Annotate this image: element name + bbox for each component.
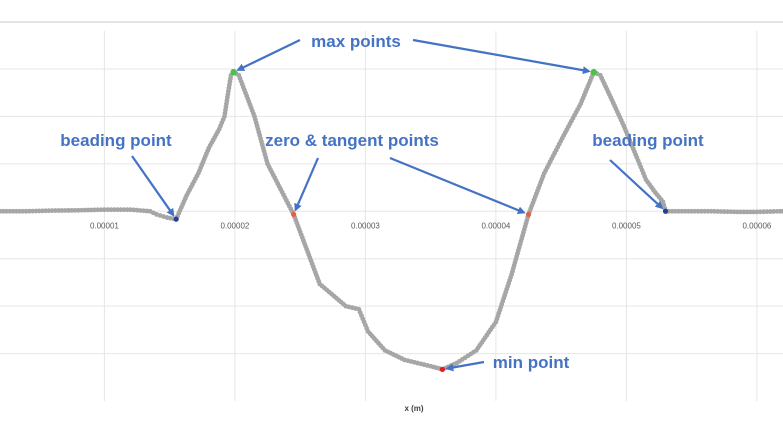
data-point [780,208,783,214]
x-tick-label: 0.00006 [742,221,771,230]
zero-tangent-point-marker [525,211,532,218]
x-tick-label: 0.00005 [612,221,641,230]
data-point [767,209,773,214]
data-point [757,209,763,215]
x-tick-label: 0.00004 [481,221,510,230]
annotation-label: zero & tangent points [265,131,439,150]
data-point [761,209,767,215]
annotation-label: beading point [60,131,172,150]
annotation-labels: max points beading point zero & tangent po… [60,32,704,372]
marked-points [173,68,669,372]
data-point [771,209,777,214]
grid [0,31,783,401]
x-tick-label: 0.00002 [220,221,249,230]
zero-tangent-point-marker [291,211,297,218]
annotation-label: max points [311,32,401,51]
annotation-arrow [609,159,664,210]
x-tick-label: 0.00001 [90,221,119,230]
annotation-arrow [412,38,591,75]
data-series [0,69,783,372]
max-point-marker [590,68,597,76]
annotation-arrow [131,155,175,217]
data-point [754,209,760,215]
min-point-marker [439,366,445,372]
annotation-arrow [389,156,526,214]
annotation-arrow [445,360,485,372]
beading-point-marker [173,216,179,222]
data-point [764,209,770,215]
max-point-marker [230,68,237,76]
annotation-label: min point [493,353,570,372]
annotation-arrow [294,157,320,212]
annotation-arrow [236,39,301,71]
data-point [774,208,780,214]
annotation-arrows [131,38,664,372]
x-tick-label: 0.00003 [351,221,380,230]
beading-point-marker [662,208,669,214]
annotation-label: beading point [592,131,704,150]
x-axis: 0.00001 0.00002 0.00003 0.00004 0.00005 0.000… [90,221,772,230]
x-axis-title: x (m) [404,404,423,413]
